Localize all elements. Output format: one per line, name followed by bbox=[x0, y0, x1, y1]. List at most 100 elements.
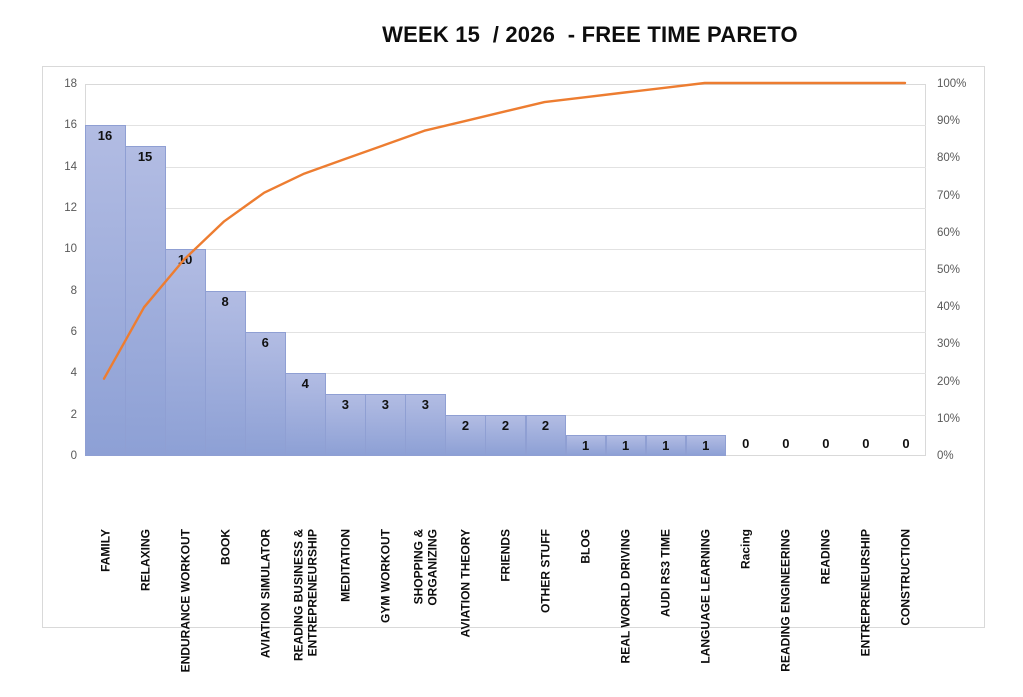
x-axis-label-slot: SHOPPING & ORGANIZING bbox=[405, 529, 446, 697]
bar-value-label: 0 bbox=[742, 436, 750, 451]
bar-value-label: 2 bbox=[541, 417, 550, 433]
bar bbox=[245, 332, 286, 456]
chart-title: WEEK 15 / 2026 - FREE TIME PARETO bbox=[382, 22, 798, 47]
x-axis-label: AVIATION SIMULATOR bbox=[257, 529, 272, 659]
x-axis-label: REAL WORLD DRIVING bbox=[618, 529, 633, 664]
y-axis-tick-label: 6 bbox=[70, 326, 77, 338]
x-axis-label-slot: GYM WORKOUT bbox=[365, 529, 406, 697]
bar-value-label: 1 bbox=[581, 438, 590, 454]
y-axis-tick-label: 4 bbox=[70, 367, 77, 380]
bar bbox=[125, 146, 166, 456]
y2-axis-tick-label: 50% bbox=[937, 264, 961, 276]
bar bbox=[205, 290, 246, 456]
y2-axis-tick-label: 0% bbox=[937, 450, 954, 462]
x-axis-label: LANGUAGE LEARNING bbox=[698, 529, 713, 664]
bar-value-label: 1 bbox=[662, 438, 670, 454]
x-axis-label-slot: READING bbox=[806, 529, 847, 697]
y-axis-tick-label: 0 bbox=[70, 450, 77, 462]
y2-axis-tick-label: 80% bbox=[937, 152, 961, 165]
x-axis-label: READING bbox=[818, 529, 833, 585]
x-axis-label-slot: REAL WORLD DRIVING bbox=[606, 529, 647, 697]
gridline bbox=[85, 208, 926, 209]
bar-value-label: 0 bbox=[902, 436, 910, 451]
x-axis-label: BLOG bbox=[578, 529, 593, 564]
bar-value-label: 0 bbox=[782, 436, 790, 451]
y-axis-tick-label: 16 bbox=[64, 119, 77, 132]
x-axis-label: AVIATION THEORY bbox=[458, 529, 473, 638]
bar-value-label: 8 bbox=[221, 293, 229, 309]
bar bbox=[285, 373, 326, 456]
x-axis-label: RELAXING bbox=[137, 529, 152, 592]
bar bbox=[85, 125, 126, 456]
x-axis-label-slot: BOOK bbox=[205, 529, 246, 697]
x-axis-label-slot: ENDURANCE WORKOUT bbox=[165, 529, 206, 697]
bar-value-label: 1 bbox=[622, 438, 630, 454]
x-axis-label: AUDI RS3 TIME bbox=[658, 529, 673, 618]
bar bbox=[165, 249, 206, 456]
y-axis-tick-label: 2 bbox=[70, 408, 77, 421]
x-axis-label-slot: MEDITATION bbox=[325, 529, 366, 697]
chart-frame: 0 2 4 6 8 10 12 14 16 18 0% 10% 20% 30% 40% 50% 60% 70% 80… bbox=[42, 66, 985, 672]
bar-value-label: 1 bbox=[702, 438, 710, 454]
gridline bbox=[85, 166, 926, 168]
x-axis-label-slot: LANGUAGE LEARNING bbox=[686, 529, 727, 697]
bar-value-label: 3 bbox=[421, 397, 430, 412]
x-axis-label-slot: AVIATION SIMULATOR bbox=[245, 529, 286, 697]
y-axis-tick-label: 18 bbox=[64, 78, 77, 90]
x-axis-label: OTHER STUFF bbox=[538, 529, 553, 613]
x-axis-label: ENDURANCE WORKOUT bbox=[177, 529, 192, 673]
x-axis-label: GYM WORKOUT bbox=[378, 529, 393, 623]
y2-axis-tick-label: 40% bbox=[937, 301, 961, 314]
y2-axis-tick-label: 30% bbox=[937, 338, 961, 351]
bar bbox=[485, 414, 527, 456]
bar bbox=[685, 435, 727, 456]
x-axis-label: READING BUSINESS & ENTREPRENEURSHIP bbox=[291, 529, 319, 662]
x-axis-label: Racing bbox=[738, 529, 753, 570]
bar-value-label: 3 bbox=[381, 397, 389, 412]
y2-axis-tick-label: 10% bbox=[937, 412, 961, 425]
y2-axis-tick-label: 70% bbox=[937, 189, 961, 202]
bar bbox=[365, 394, 406, 456]
x-axis-label: SHOPPING & ORGANIZING bbox=[411, 529, 439, 606]
bar-value-label: 3 bbox=[341, 397, 349, 412]
x-axis-label-slot: BLOG bbox=[566, 529, 607, 697]
x-axis-label-slot: FAMILY bbox=[85, 529, 126, 697]
bar-value-label: 2 bbox=[461, 417, 470, 433]
y2-axis-tick-label: 20% bbox=[937, 375, 961, 388]
x-axis-label-slot: READING ENGINEERING bbox=[766, 529, 807, 697]
gridline bbox=[85, 249, 926, 251]
x-axis-label-slot: READING BUSINESS & ENTREPRENEURSHIP bbox=[285, 529, 326, 697]
y2-axis-tick-label: 90% bbox=[937, 115, 961, 128]
y2-axis-tick-label: 60% bbox=[937, 226, 961, 239]
y-axis-tick-label: 14 bbox=[64, 160, 77, 173]
bar bbox=[405, 394, 446, 456]
x-axis-label: CONSTRUCTION bbox=[898, 529, 913, 626]
y2-axis-tick-label: 100% bbox=[937, 78, 967, 90]
bar-value-label: 6 bbox=[261, 335, 269, 350]
x-axis-label: FRIENDS bbox=[498, 529, 513, 582]
x-axis-label-slot: AVIATION THEORY bbox=[445, 529, 486, 697]
bar-value-label: 16 bbox=[97, 128, 113, 144]
x-axis-label-slot: CONSTRUCTION bbox=[886, 529, 927, 697]
pareto-chart: WEEK 15 / 2026 - FREE TIME PARETO 0 2 4 6 8 1… bbox=[42, 22, 985, 672]
x-axis-label-slot: FRIENDS bbox=[485, 529, 526, 697]
bar-value-label: 0 bbox=[822, 436, 830, 451]
x-axis-label: READING ENGINEERING bbox=[778, 529, 793, 672]
bar-value-label: 2 bbox=[501, 417, 510, 433]
x-axis-label: MEDITATION bbox=[338, 529, 353, 602]
x-axis-label-slot: AUDI RS3 TIME bbox=[646, 529, 687, 697]
gridline bbox=[85, 125, 926, 127]
y-axis-tick-label: 10 bbox=[64, 243, 77, 256]
y-axis-tick-label: 12 bbox=[64, 202, 77, 214]
bar bbox=[525, 414, 567, 456]
bar-value-label: 10 bbox=[177, 252, 193, 268]
x-axis-label: BOOK bbox=[217, 529, 232, 565]
x-axis-label-slot: OTHER STUFF bbox=[526, 529, 567, 697]
bar bbox=[445, 414, 486, 456]
x-axis-label-slot: RELAXING bbox=[125, 529, 166, 697]
y-axis-tick-label: 8 bbox=[70, 284, 77, 297]
bar-value-label: 4 bbox=[301, 376, 309, 392]
bar-value-label: 15 bbox=[137, 149, 153, 164]
x-axis-label-slot: ENTREPRENEURSHIP bbox=[846, 529, 887, 697]
x-axis-label: FAMILY bbox=[97, 529, 112, 572]
